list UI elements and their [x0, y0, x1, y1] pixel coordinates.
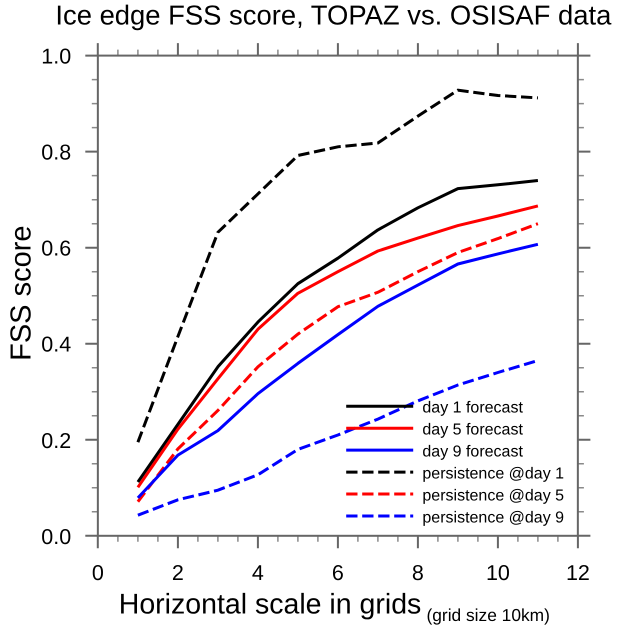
- svg-text:10: 10: [486, 561, 510, 585]
- svg-text:persistence @day 9: persistence @day 9: [422, 509, 564, 526]
- svg-text:day 1 forecast: day 1 forecast: [422, 400, 523, 417]
- svg-text:0.8: 0.8: [41, 141, 71, 165]
- svg-text:Ice edge FSS score, TOPAZ vs.: Ice edge FSS score, TOPAZ vs. OSISAF dat…: [55, 0, 612, 30]
- svg-text:2: 2: [172, 561, 184, 585]
- svg-text:12: 12: [566, 561, 590, 585]
- svg-text:FSS score: FSS score: [6, 226, 38, 361]
- svg-text:0.4: 0.4: [41, 333, 71, 357]
- svg-text:0: 0: [92, 561, 104, 585]
- svg-text:day 9 forecast: day 9 forecast: [422, 443, 523, 460]
- svg-text:8: 8: [412, 561, 424, 585]
- svg-text:persistence @day 1: persistence @day 1: [422, 465, 564, 482]
- svg-text:4: 4: [252, 561, 264, 585]
- svg-text:0.6: 0.6: [41, 237, 71, 261]
- svg-text:0.2: 0.2: [41, 429, 71, 453]
- svg-text:6: 6: [332, 561, 344, 585]
- svg-text:(grid size 10km): (grid size 10km): [427, 605, 550, 625]
- svg-text:persistence @day 5: persistence @day 5: [422, 487, 564, 504]
- svg-text:0.0: 0.0: [41, 525, 71, 549]
- svg-text:Horizontal scale in grids: Horizontal scale in grids: [119, 588, 422, 620]
- svg-text:day 5 forecast: day 5 forecast: [422, 422, 523, 439]
- svg-text:1.0: 1.0: [41, 45, 71, 69]
